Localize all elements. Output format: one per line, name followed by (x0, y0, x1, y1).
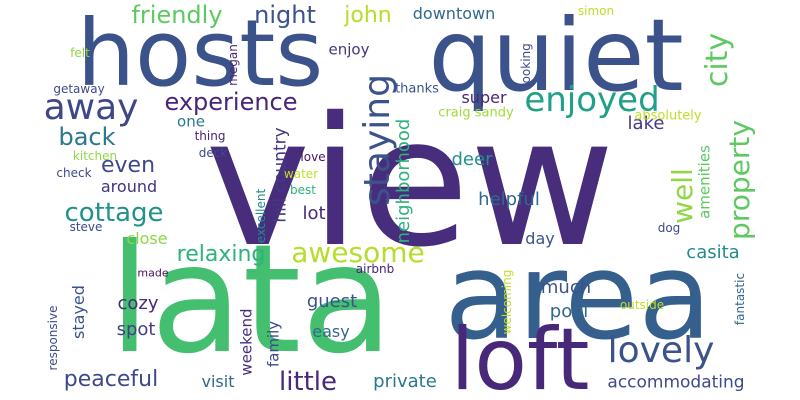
word-city: city (700, 32, 735, 88)
word-loft: loft (450, 310, 590, 400)
word-easy: easy (312, 322, 350, 341)
word-peaceful: peaceful (63, 367, 159, 392)
word-day: day (525, 229, 555, 248)
word-getaway: getaway (53, 82, 105, 96)
word-dog: dog (657, 221, 681, 235)
word-lata: lata (108, 213, 394, 387)
word-quiet: quiet (428, 0, 684, 114)
word-close: close (126, 229, 168, 248)
word-back: back (58, 123, 116, 151)
word-night: night (254, 1, 316, 29)
word-john: john (344, 3, 392, 28)
word-felt: felt (70, 46, 90, 60)
word-downtown: downtown (412, 4, 496, 23)
word-simon: simon (577, 4, 615, 18)
word-helpful: helpful (478, 189, 540, 210)
word-craig-sandy: craig sandy (438, 105, 514, 121)
word-airbnb: airbnb (355, 262, 395, 276)
word-friendly: friendly (131, 1, 223, 29)
word-best: best (290, 183, 316, 197)
word-megan: megan (226, 44, 240, 86)
word-private: private (373, 371, 437, 392)
word-super: super (461, 88, 507, 107)
word-staying: staying (357, 74, 398, 206)
word-welcoming: welcoming (500, 269, 514, 335)
word-pool: pool (549, 301, 589, 322)
word-experience: experience (164, 88, 298, 116)
word-enjoy: enjoy (328, 40, 370, 59)
word-neighborhood: neighborhood (393, 118, 414, 244)
word-around: around (100, 177, 158, 196)
word-lake: lake (627, 113, 665, 134)
word-steve: steve (69, 220, 103, 234)
word-area: area (444, 228, 712, 367)
word-outside: outside (619, 298, 665, 312)
word-cozy: cozy (117, 293, 159, 314)
word-spot: spot (116, 319, 156, 340)
word-lovely: lovely (607, 330, 715, 371)
word-awesome: awesome (291, 236, 425, 269)
word-absolutely: absolutely (634, 108, 702, 124)
word-deck: deck (198, 146, 228, 160)
word-relaxing: relaxing (176, 242, 266, 267)
word-fantastic: fantastic (733, 272, 747, 326)
word-view: view (205, 79, 615, 286)
word-family: family (264, 320, 283, 368)
word-looking: looking (519, 43, 533, 87)
word-deer: deer (451, 149, 493, 170)
word-stayed: stayed (69, 285, 88, 339)
word-enjoyed: enjoyed (524, 80, 660, 120)
word-well: well (666, 168, 699, 224)
word-visit: visit (201, 372, 235, 391)
word-lot: lot (302, 203, 326, 224)
word-guest: guest (306, 291, 358, 312)
word-water: water (283, 167, 319, 181)
word-one: one (177, 112, 205, 131)
word-made: made (137, 266, 169, 280)
word-excellent: excellent (254, 188, 268, 244)
word-little: little (278, 367, 338, 397)
word-love: love (300, 150, 326, 164)
word-amenities: amenities (695, 145, 714, 219)
word-kitchen: kitchen (72, 149, 118, 163)
word-thing: thing (194, 129, 226, 143)
word-property: property (723, 120, 756, 240)
word-cottage: cottage (64, 198, 164, 228)
word-casita: casita (686, 242, 740, 263)
word-thanks: thanks (395, 81, 439, 97)
word-even: even (100, 153, 156, 178)
word-check: check (56, 166, 92, 180)
word-hosts: hosts (76, 0, 324, 107)
word-much: much (540, 277, 592, 298)
word-responsive: responsive (46, 305, 60, 371)
word-accommodating: accommodating (607, 372, 745, 393)
word-away: away (43, 87, 139, 128)
word-weekend: weekend (237, 308, 256, 376)
